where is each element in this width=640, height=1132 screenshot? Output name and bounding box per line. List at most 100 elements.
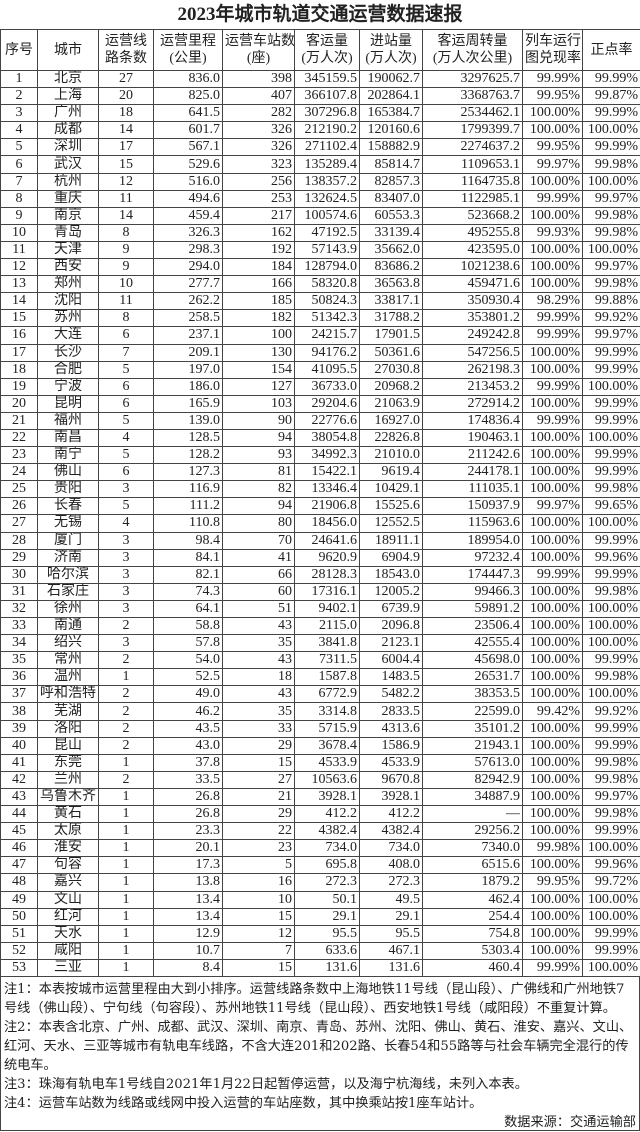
cell-station-count: 29	[222, 736, 295, 755]
table-row: 22 南昌 4 128.5 94 38054.8 22826.8 190463.1 100.00…	[0, 428, 640, 448]
cell-passenger-km: 111035.1	[422, 480, 523, 499]
cell-schedule-rate: 100.00%	[522, 446, 583, 465]
cell-entries: 131.6	[359, 958, 423, 977]
cell-punctuality: 99.96%	[582, 856, 640, 875]
cell-station-count: 43	[222, 685, 295, 704]
cell-city: 长沙	[37, 343, 99, 362]
cell-passenger-km: 38353.5	[422, 685, 523, 704]
cell-entries: 202864.1	[359, 87, 423, 106]
cell-mileage: 277.7	[153, 275, 223, 294]
cell-station-count: 184	[222, 258, 295, 277]
cell-city: 南宁	[37, 446, 99, 465]
cell-entries: 95.5	[359, 924, 423, 943]
cell-city: 沈阳	[37, 292, 99, 311]
cell-schedule-rate: 100.00%	[522, 258, 583, 277]
table-row: 26 长春 5 111.2 94 21906.8 15525.6 150937.9 99.97%…	[0, 497, 640, 516]
cell-ridership: 50824.3	[294, 292, 360, 311]
cell-line-count: 3	[98, 565, 154, 584]
cell-passenger-km: 462.4	[422, 890, 523, 909]
cell-punctuality: 99.99%	[582, 565, 640, 584]
header-text: (公里)	[169, 51, 207, 66]
cell-entries: 9670.8	[359, 770, 423, 789]
cell-ridership: 695.8	[294, 856, 360, 875]
cell-ridership: 100574.6	[294, 206, 360, 225]
cell-schedule-rate: 99.99%	[522, 411, 583, 430]
cell-mileage: 12.9	[153, 924, 223, 943]
cell-entries: 36563.8	[359, 275, 423, 294]
cell-line-count: 1	[98, 822, 154, 841]
cell-ridership: 734.0	[294, 839, 360, 858]
cell-ridership: 47192.5	[294, 223, 360, 242]
cell-index: 30	[0, 565, 38, 584]
table-row: 29 济南 3 84.1 41 9620.9 6904.9 97232.4 100.00% 99.…	[0, 548, 640, 567]
cell-punctuality: 99.97%	[582, 787, 640, 807]
cell-line-count: 14	[98, 206, 154, 225]
cell-schedule-rate: 99.95%	[522, 873, 583, 892]
cell-punctuality: 100.00%	[582, 514, 640, 533]
cell-entries: 50361.6	[359, 343, 423, 362]
cell-line-count: 9	[98, 258, 154, 277]
table-row: 6 武汉 15 529.6 323 135289.4 85814.7 1109653.1 99.…	[0, 155, 640, 174]
table-row: 27 无锡 4 110.8 80 18456.0 12552.5 115963.6 100.00…	[0, 514, 640, 533]
cell-punctuality: 99.99%	[582, 394, 640, 413]
cell-passenger-km: 254.4	[422, 907, 523, 926]
cell-schedule-rate: 100.00%	[522, 941, 583, 960]
cell-passenger-km: 2534462.1	[422, 104, 523, 123]
cell-passenger-km: 262198.3	[422, 360, 523, 379]
cell-index: 3	[0, 104, 38, 123]
cell-ridership: 58320.8	[294, 275, 360, 294]
cell-schedule-rate: 100.00%	[522, 463, 583, 482]
cell-line-count: 15	[98, 155, 154, 174]
cell-index: 1	[0, 69, 38, 89]
cell-city: 杭州	[37, 172, 99, 191]
table-row: 12 西安 9 294.0 184 128794.0 83686.2 1021238.6 100…	[0, 258, 640, 277]
cell-index: 19	[0, 377, 38, 396]
cell-station-count: 217	[222, 206, 295, 225]
cell-line-count: 2	[98, 616, 154, 636]
cell-passenger-km: 42555.4	[422, 634, 523, 653]
cell-passenger-km: 547256.5	[422, 343, 523, 362]
cell-ridership: 36733.0	[294, 377, 360, 396]
cell-mileage: 57.8	[153, 634, 223, 653]
cell-station-count: 82	[222, 480, 295, 499]
cell-ridership: 3841.8	[294, 634, 360, 653]
cell-line-count: 2	[98, 736, 154, 755]
cell-schedule-rate: 100.00%	[522, 890, 583, 909]
cell-punctuality: 100.00%	[582, 890, 640, 909]
cell-city: 黄石	[37, 805, 99, 824]
table-row: 5 深圳 17 567.1 326 271102.4 158882.9 2274637.2 99…	[0, 138, 640, 157]
cell-schedule-rate: 100.00%	[522, 480, 583, 499]
cell-passenger-km: 115963.6	[422, 514, 523, 533]
cell-entries: 33139.4	[359, 223, 423, 242]
cell-station-count: 323	[222, 155, 295, 174]
cell-punctuality: 99.99%	[582, 941, 640, 960]
cell-station-count: 15	[222, 958, 295, 977]
cell-entries: 49.5	[359, 890, 423, 909]
cell-ridership: 412.2	[294, 805, 360, 824]
cell-mileage: 197.0	[153, 360, 223, 379]
cell-index: 42	[0, 770, 38, 789]
table-row: 38 芜湖 2 46.2 35 3314.8 2833.5 22599.0 99.42% 99.9…	[0, 702, 640, 721]
cell-station-count: 103	[222, 394, 295, 413]
cell-mileage: 529.6	[153, 155, 223, 174]
cell-ridership: 13346.4	[294, 480, 360, 499]
cell-index: 17	[0, 343, 38, 362]
cell-punctuality: 100.00%	[582, 634, 640, 653]
cell-schedule-rate: 100.00%	[522, 582, 583, 601]
cell-ridership: 24641.6	[294, 531, 360, 550]
header-text: 城市	[54, 42, 82, 58]
cell-schedule-rate: 100.00%	[522, 668, 583, 687]
cell-line-count: 6	[98, 463, 154, 482]
table-row: 15 苏州 8 258.5 182 51342.3 31788.2 353801.2 99.99…	[0, 309, 640, 328]
cell-mileage: 49.0	[153, 685, 223, 704]
cell-entries: 120160.6	[359, 121, 423, 140]
cell-punctuality: 99.99%	[582, 138, 640, 157]
cell-passenger-km: 1109653.1	[422, 155, 523, 174]
cell-entries: 85814.7	[359, 155, 423, 174]
cell-station-count: 326	[222, 121, 295, 140]
cell-index: 48	[0, 873, 38, 892]
cell-schedule-rate: 99.93%	[522, 223, 583, 242]
cell-entries: 467.1	[359, 941, 423, 960]
cell-line-count: 2	[98, 770, 154, 789]
cell-passenger-km: 29256.2	[422, 822, 523, 841]
